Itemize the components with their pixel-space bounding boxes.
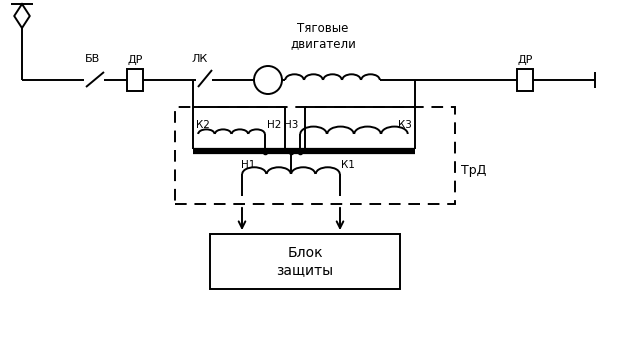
Text: ТрД: ТрД — [461, 163, 486, 176]
Text: К1: К1 — [341, 160, 355, 170]
Text: ДР: ДР — [127, 55, 142, 65]
Text: К2: К2 — [196, 120, 210, 130]
Text: Тяговые
двигатели: Тяговые двигатели — [290, 22, 356, 50]
Text: К3: К3 — [398, 120, 412, 130]
Text: ДР: ДР — [518, 55, 532, 65]
Text: Блок
защиты: Блок защиты — [276, 246, 334, 277]
Text: Н2: Н2 — [267, 120, 281, 130]
Text: Н1: Н1 — [241, 160, 256, 170]
Bar — [210, 234, 400, 289]
Text: ЛК: ЛК — [192, 54, 208, 64]
Text: Н3: Н3 — [284, 120, 298, 130]
Text: БВ: БВ — [84, 54, 99, 64]
Bar — [517, 69, 533, 91]
Bar — [127, 69, 143, 91]
Bar — [175, 107, 455, 204]
